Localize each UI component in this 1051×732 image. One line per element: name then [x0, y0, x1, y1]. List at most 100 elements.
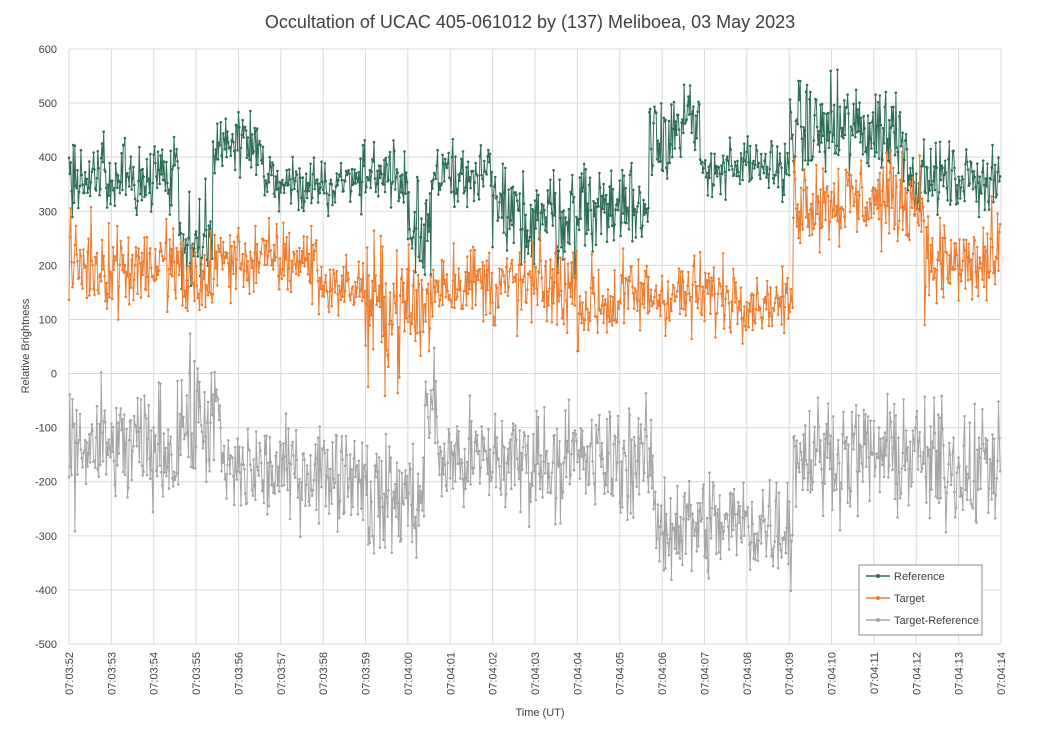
data-point	[125, 427, 128, 431]
data-point	[890, 436, 893, 439]
data-point	[514, 424, 517, 427]
data-point	[576, 452, 580, 456]
data-point	[261, 479, 265, 483]
data-point	[71, 215, 74, 219]
data-point	[353, 439, 356, 443]
data-point	[99, 156, 103, 160]
data-point	[759, 518, 762, 521]
data-point	[426, 292, 429, 295]
data-point	[299, 270, 302, 274]
data-point	[548, 287, 551, 290]
data-point	[159, 241, 162, 245]
data-point	[469, 249, 472, 252]
data-point	[307, 500, 311, 503]
data-point	[643, 471, 646, 474]
data-point	[902, 205, 905, 208]
data-point	[920, 467, 924, 470]
x-tick-label: 07:04:01	[445, 652, 457, 695]
data-point	[344, 434, 348, 438]
data-point	[279, 443, 283, 447]
data-point	[743, 142, 746, 146]
data-point	[367, 526, 371, 529]
data-point	[635, 485, 638, 488]
data-point	[160, 173, 163, 176]
data-point	[641, 302, 644, 306]
data-point	[266, 172, 270, 176]
data-point	[726, 525, 730, 528]
data-point	[795, 439, 799, 443]
data-point	[520, 308, 523, 311]
data-point	[715, 311, 719, 315]
data-point	[904, 139, 907, 142]
data-point	[312, 156, 316, 159]
data-point	[840, 134, 843, 138]
data-point	[750, 500, 754, 504]
data-point	[221, 452, 224, 455]
data-point	[430, 301, 433, 305]
data-point	[926, 256, 929, 260]
data-point	[771, 177, 775, 180]
data-point	[266, 254, 270, 258]
data-point	[933, 431, 937, 435]
data-point	[503, 191, 506, 194]
data-point	[380, 340, 383, 344]
data-point	[821, 514, 825, 518]
data-point	[449, 299, 453, 303]
data-point	[849, 489, 853, 493]
data-point	[184, 432, 188, 436]
data-point	[75, 186, 78, 190]
data-point	[177, 273, 181, 277]
data-point	[733, 160, 737, 164]
data-point	[825, 422, 828, 426]
data-point	[794, 505, 798, 508]
data-point	[678, 146, 682, 150]
data-point	[663, 303, 666, 306]
data-point	[737, 175, 741, 178]
data-point	[333, 290, 337, 294]
data-point	[254, 129, 257, 133]
data-point	[135, 213, 139, 217]
data-point	[682, 280, 685, 284]
data-point	[465, 460, 469, 464]
data-point	[588, 319, 592, 323]
data-point	[655, 158, 659, 161]
data-point	[523, 260, 527, 264]
data-point	[508, 441, 511, 445]
data-point	[157, 269, 161, 272]
data-point	[267, 216, 271, 220]
data-point	[939, 496, 943, 500]
data-point	[739, 286, 743, 290]
data-point	[306, 472, 310, 476]
data-point	[815, 212, 819, 216]
data-point	[465, 303, 468, 307]
data-point	[101, 267, 105, 271]
data-point	[652, 121, 655, 125]
data-point	[550, 211, 554, 215]
data-point	[203, 234, 206, 238]
data-point	[937, 413, 940, 417]
data-point	[278, 440, 282, 444]
data-point	[365, 185, 368, 189]
data-point	[751, 522, 754, 526]
data-point	[789, 589, 793, 593]
data-point	[505, 257, 509, 260]
data-point	[216, 244, 220, 247]
data-point	[970, 258, 973, 261]
data-point	[896, 150, 899, 154]
data-point	[860, 186, 864, 189]
data-point	[423, 273, 427, 276]
data-point	[475, 449, 478, 453]
data-point	[709, 312, 712, 316]
data-point	[469, 186, 472, 190]
data-point	[258, 261, 261, 265]
data-point	[445, 273, 449, 276]
data-point	[240, 262, 244, 265]
data-point	[281, 268, 284, 271]
data-point	[359, 288, 362, 292]
data-point	[757, 539, 760, 542]
data-point	[507, 285, 511, 289]
data-point	[90, 170, 94, 173]
y-tick-label: -200	[35, 477, 57, 489]
data-point	[820, 468, 823, 471]
data-point	[930, 183, 933, 187]
